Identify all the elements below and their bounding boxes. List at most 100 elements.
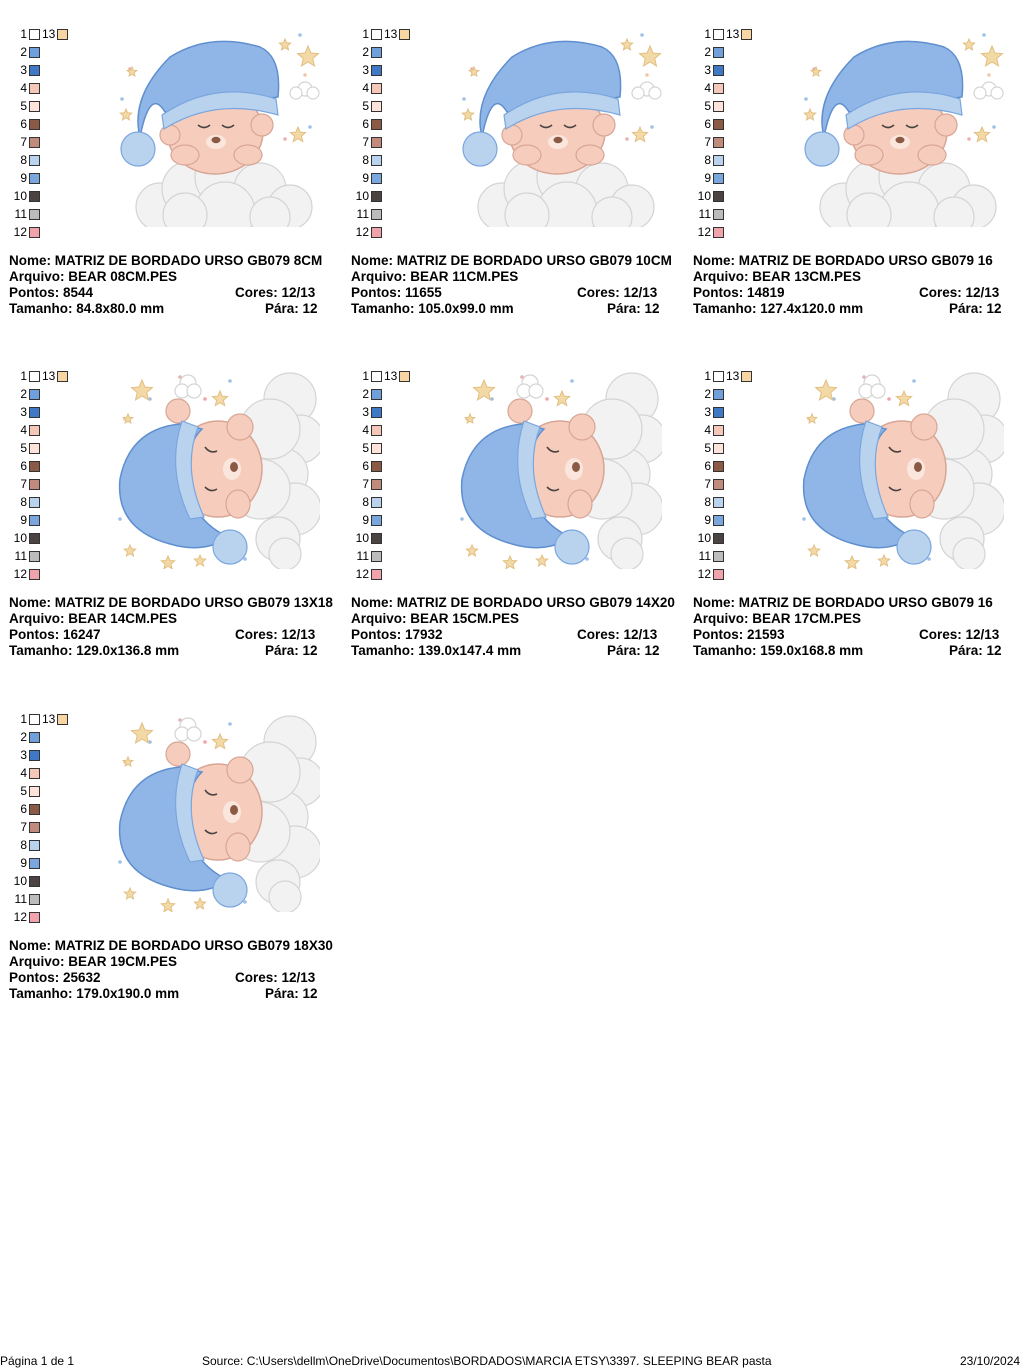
- thread-color-swatch: [29, 731, 40, 743]
- stop-count: 12: [644, 301, 660, 316]
- thread-number: 13: [42, 369, 56, 383]
- stitches-label: Pontos:: [693, 627, 744, 642]
- thread-color-swatch: [713, 226, 724, 238]
- palette-row: 4: [5, 766, 40, 780]
- star-shape: [289, 125, 307, 143]
- thread-number: 3: [20, 63, 27, 77]
- thread-number: 12: [697, 567, 711, 581]
- star-shape: [296, 44, 320, 67]
- stitches-line: Pontos: 16247 Cores: 12/13: [9, 627, 329, 643]
- thread-color-swatch: [713, 568, 724, 580]
- colors-label: Cores:: [235, 285, 278, 300]
- thread-color-swatch: [741, 370, 753, 382]
- thread-number: 10: [697, 531, 711, 545]
- palette-row: 1 13: [347, 27, 411, 41]
- thread-color-swatch: [371, 118, 382, 130]
- thread-number: 9: [20, 856, 27, 870]
- dot-shape: [460, 517, 464, 521]
- stitches-line: Pontos: 14819 Cores: 12/13: [693, 285, 1013, 301]
- thread-color-swatch: [29, 370, 40, 382]
- size-line: Tamanho: 84.8x80.0 mm Pára: 12: [9, 301, 329, 317]
- stitches-label: Pontos:: [351, 627, 402, 642]
- design-preview: [794, 27, 1004, 243]
- palette-row: 8: [5, 153, 40, 167]
- size-line: Tamanho: 179.0x190.0 mm Pára: 12: [9, 986, 329, 1002]
- stitches-line: Pontos: 8544 Cores: 12/13: [9, 285, 329, 301]
- palette-row: 6: [347, 117, 382, 131]
- palette-row: 2: [5, 387, 40, 401]
- thread-number: 4: [20, 423, 27, 437]
- stitches-line: Pontos: 21593 Cores: 12/13: [693, 627, 1013, 643]
- thread-color-swatch: [713, 154, 724, 166]
- cloud-shape: [174, 717, 202, 742]
- thread-color-swatch: [371, 190, 382, 202]
- palette-row: 11: [347, 207, 382, 221]
- thread-number: 11: [14, 892, 27, 906]
- name-line: Nome: MATRIZ DE BORDADO URSO GB079 8CM: [9, 253, 329, 269]
- palette-row: 7: [5, 820, 40, 834]
- palette-row: 3: [689, 63, 724, 77]
- colors-label: Cores:: [919, 285, 962, 300]
- stitches-label: Pontos:: [693, 285, 744, 300]
- name-label: Nome:: [693, 595, 736, 610]
- thread-color-swatch: [371, 568, 382, 580]
- dot-shape: [887, 397, 891, 401]
- thread-color-swatch: [371, 172, 382, 184]
- thread-number: 9: [704, 513, 711, 527]
- palette-row: 8: [347, 495, 382, 509]
- thread-number: 8: [20, 838, 27, 852]
- file-line: Arquivo: BEAR 08CM.PES: [9, 269, 329, 285]
- thread-color-swatch: [29, 767, 40, 779]
- thread-number: 4: [704, 81, 711, 95]
- star-shape: [193, 896, 207, 910]
- file-line: Arquivo: BEAR 19CM.PES: [9, 954, 329, 970]
- thread-color-swatch: [29, 208, 40, 220]
- file-line: Arquivo: BEAR 13CM.PES: [693, 269, 1013, 285]
- thread-number: 13: [384, 369, 398, 383]
- cap-brim-shape: [517, 420, 547, 520]
- thread-color-swatch: [371, 496, 382, 508]
- star-shape: [211, 389, 229, 407]
- palette-row: 3: [5, 748, 40, 762]
- design-size: 139.0x147.4 mm: [418, 643, 522, 658]
- thread-number: 5: [704, 441, 711, 455]
- stitch-count: 21593: [747, 627, 785, 642]
- thread-number: 12: [355, 567, 369, 581]
- sleeping-bear-embroidery-image: [119, 33, 320, 243]
- design-preview: [452, 369, 667, 571]
- thread-number: 5: [20, 784, 27, 798]
- design-name: MATRIZ DE BORDADO URSO GB079 18X30: [54, 938, 333, 953]
- thread-number: 2: [20, 730, 27, 744]
- dot-shape: [118, 517, 122, 521]
- dot-shape: [490, 397, 494, 401]
- thread-number: 11: [14, 549, 27, 563]
- dot-shape: [178, 375, 182, 379]
- thread-number: 1: [704, 27, 711, 41]
- thread-color-swatch: [29, 460, 40, 472]
- thread-color-swatch: [29, 911, 40, 923]
- star-shape: [553, 389, 571, 407]
- thread-number: 1: [362, 369, 369, 383]
- dot-shape: [585, 557, 589, 561]
- thread-color-swatch: [371, 550, 382, 562]
- thread-number: 7: [362, 135, 369, 149]
- thread-number: 9: [362, 513, 369, 527]
- thread-color-swatch: [29, 190, 40, 202]
- cap-brim-shape: [175, 420, 205, 520]
- thread-number: 4: [362, 81, 369, 95]
- design-size: 159.0x168.8 mm: [760, 643, 864, 658]
- design-size: 129.0x136.8 mm: [76, 643, 180, 658]
- palette-row: 1 13: [5, 27, 69, 41]
- thread-number: 2: [362, 387, 369, 401]
- name-label: Nome:: [9, 253, 52, 268]
- star-shape: [278, 37, 292, 51]
- size-line: Tamanho: 159.0x168.8 mm Pára: 12: [693, 643, 1013, 659]
- thread-number: 11: [356, 549, 369, 563]
- thread-number: 3: [362, 405, 369, 419]
- thread-color-swatch: [29, 532, 40, 544]
- thread-color-swatch: [713, 208, 724, 220]
- file-name: BEAR 11CM.PES: [410, 269, 519, 284]
- thread-number: 3: [704, 63, 711, 77]
- palette-row: 9: [347, 513, 382, 527]
- size-label: Tamanho:: [351, 301, 415, 316]
